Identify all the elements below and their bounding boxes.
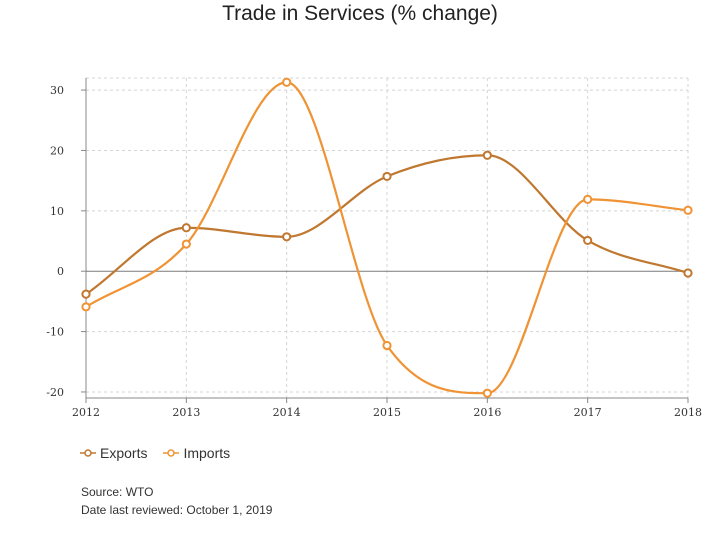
- legend-label-imports: Imports: [183, 445, 231, 461]
- data-point-exports-2018: [683, 268, 693, 278]
- legend-marker-exports: [80, 449, 96, 457]
- legend-item-exports[interactable]: Exports: [80, 445, 147, 461]
- y-tick-label-1: 20: [50, 144, 64, 157]
- y-tick-label-4: -10: [46, 326, 64, 339]
- data-point-imports-2013: [181, 239, 191, 249]
- last-reviewed-note: Date last reviewed: October 1, 2019: [81, 503, 273, 517]
- x-tick-label-5: 2017: [574, 406, 602, 419]
- data-point-exports-2013: [181, 223, 191, 233]
- legend-item-imports[interactable]: Imports: [163, 445, 230, 461]
- y-tick-label-2: 10: [50, 205, 64, 218]
- x-tick-label-4: 2016: [473, 406, 501, 419]
- data-point-exports-2017: [583, 235, 593, 246]
- data-point-exports-2015: [382, 171, 392, 182]
- legend-marker-imports: [163, 449, 180, 457]
- x-tick-label-6: 2018: [674, 406, 702, 419]
- y-tick-label-0: 30: [50, 84, 64, 97]
- data-point-imports-2015: [382, 340, 392, 351]
- y-tick-label-5: -20: [46, 386, 64, 399]
- line-chart: 30 20 10 0 -10 -20 2012 2013 2014 2015 2016 2017 201…: [46, 77, 702, 419]
- data-point-imports-2018: [683, 205, 693, 215]
- data-point-imports-2014: [282, 77, 292, 87]
- x-tick-label-2: 2014: [273, 406, 301, 419]
- data-point-imports-2017: [583, 194, 593, 204]
- y-tick-label-3: 0: [57, 265, 64, 278]
- x-tick-label-1: 2013: [172, 406, 200, 419]
- series-line-imports: [85, 81, 689, 395]
- data-point-exports-2016: [482, 150, 492, 160]
- data-point-exports-2012: [81, 289, 91, 299]
- data-point-imports-2016: [482, 388, 492, 398]
- x-tick-label-0: 2012: [72, 406, 100, 419]
- source-note: Source: WTO: [81, 485, 154, 499]
- data-point-imports-2012: [81, 302, 91, 312]
- legend: Exports Imports: [80, 445, 230, 461]
- data-point-exports-2014: [282, 232, 292, 242]
- legend-label-exports: Exports: [100, 445, 148, 461]
- chart-title: Trade in Services (% change): [222, 2, 498, 25]
- x-tick-label-3: 2015: [373, 406, 401, 419]
